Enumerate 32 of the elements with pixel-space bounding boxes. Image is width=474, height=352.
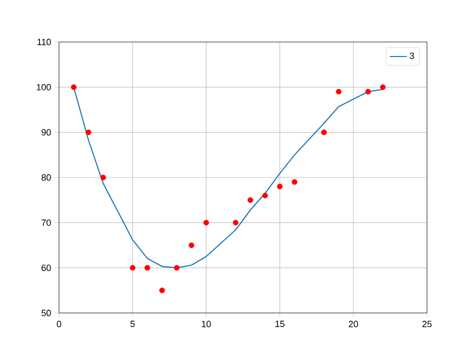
point bbox=[100, 174, 106, 180]
point bbox=[277, 184, 283, 190]
point bbox=[365, 88, 371, 94]
x-tick-label: 0 bbox=[56, 320, 62, 328]
point bbox=[159, 288, 165, 294]
y-tick-label: 50 bbox=[42, 310, 51, 316]
point bbox=[380, 84, 386, 90]
point bbox=[232, 220, 238, 226]
y-tick-label: 70 bbox=[42, 219, 51, 226]
point bbox=[70, 84, 77, 90]
point bbox=[144, 265, 150, 271]
point bbox=[188, 242, 194, 248]
x-tick-label: 25 bbox=[422, 320, 432, 328]
y-tick-label: 90 bbox=[42, 129, 51, 136]
point bbox=[321, 130, 327, 136]
x-tick-label: 20 bbox=[348, 320, 358, 328]
point bbox=[292, 179, 298, 185]
point bbox=[174, 265, 180, 271]
point bbox=[203, 220, 210, 226]
y-tick-label: 60 bbox=[42, 264, 51, 272]
point bbox=[336, 88, 342, 94]
point bbox=[248, 197, 254, 203]
legend-label: 3 bbox=[410, 52, 414, 59]
point bbox=[86, 130, 92, 136]
point bbox=[130, 265, 136, 271]
x-tick-label: 15 bbox=[275, 320, 284, 328]
point bbox=[262, 192, 268, 198]
x-tick-label: 5 bbox=[130, 320, 135, 328]
y-tick-label: 110 bbox=[38, 38, 51, 46]
x-tick-label: 10 bbox=[202, 320, 211, 328]
y-tick-label: 80 bbox=[42, 174, 51, 181]
y-tick-label: 100 bbox=[36, 84, 51, 90]
